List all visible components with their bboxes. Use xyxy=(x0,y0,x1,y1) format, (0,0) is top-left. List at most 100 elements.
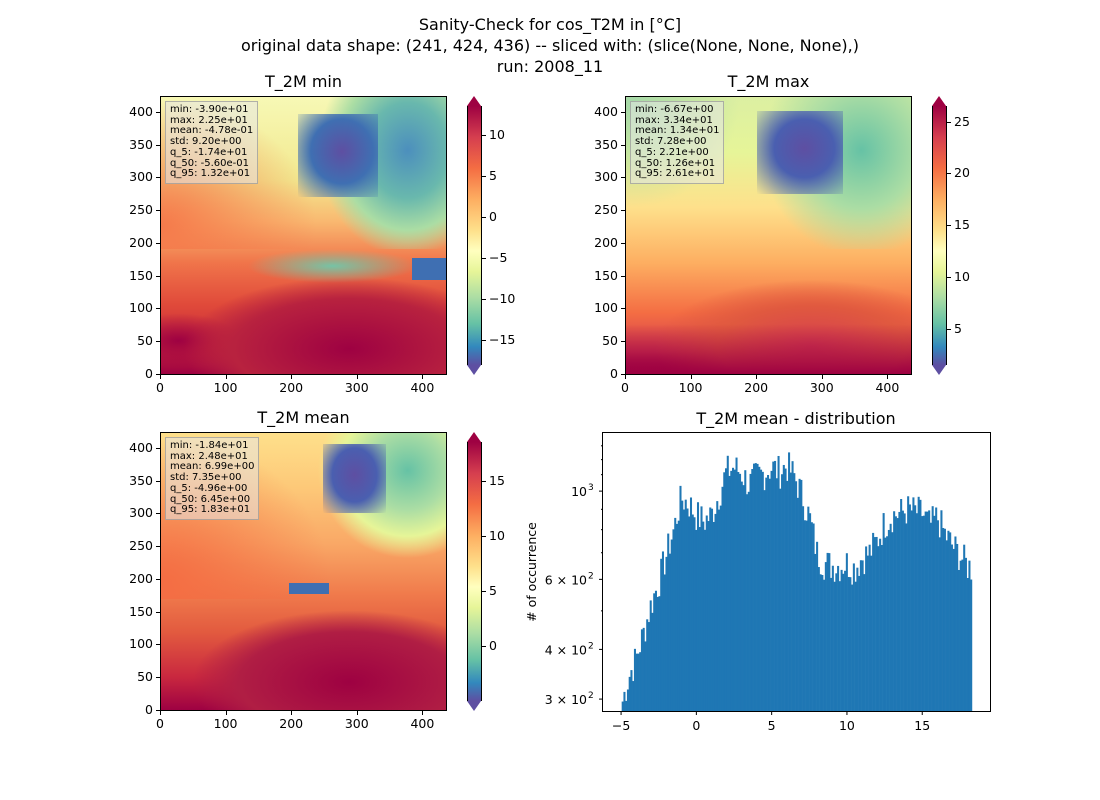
colorbar-tick-mark xyxy=(482,535,486,537)
histogram-bar xyxy=(723,472,726,711)
y-tick-label: 0 xyxy=(145,702,153,717)
map-min: min: -3.90e+01 max: 2.25e+01 mean: -4.78… xyxy=(160,96,447,375)
histogram-bar xyxy=(866,555,869,711)
stat-line: std: 7.35e+00 xyxy=(170,472,242,484)
histogram-bar xyxy=(739,473,742,711)
histogram-bar xyxy=(681,500,684,711)
histogram-bar xyxy=(880,544,883,711)
histogram-bar xyxy=(849,577,852,711)
x-tick-label: 10 xyxy=(839,718,855,733)
colorbar-tick-label: 5 xyxy=(489,167,497,183)
y-tick-label: 10 xyxy=(571,484,587,499)
histogram-bar xyxy=(819,574,822,711)
histogram-bar xyxy=(943,528,946,711)
histogram-bar xyxy=(749,473,752,711)
y-tick-label: 350 xyxy=(594,136,618,152)
colorbar-tick-label: 15 xyxy=(489,472,505,488)
histogram-bar xyxy=(654,590,657,711)
histogram-bar xyxy=(802,506,805,711)
colorbar-tick-label: 5 xyxy=(489,582,497,598)
stat-line: mean: 1.34e+01 xyxy=(635,125,720,137)
histogram-bar xyxy=(882,513,885,711)
histogram-bar xyxy=(795,481,798,711)
histogram-bar xyxy=(726,455,729,711)
histogram-bar xyxy=(728,475,731,711)
y-tick-label: 300 xyxy=(594,169,618,185)
x-tick-label: 100 xyxy=(678,380,703,395)
y-tick-label: 300 xyxy=(129,505,153,521)
x-tick-label: 300 xyxy=(344,716,369,731)
histogram-bars xyxy=(621,452,973,711)
histogram-bar xyxy=(796,497,799,711)
x-tick-label: 400 xyxy=(410,380,435,395)
histogram-bar xyxy=(767,474,770,711)
stat-line: min: -3.90e+01 xyxy=(170,104,249,115)
histogram-bar xyxy=(623,691,626,711)
histogram-bar xyxy=(865,546,868,711)
histogram-bar xyxy=(747,491,750,711)
histogram-bar xyxy=(886,536,889,711)
histogram-bar xyxy=(945,540,948,711)
colorbar-tick-mark xyxy=(482,340,486,342)
histogram-bar xyxy=(682,509,686,711)
histogram-bar xyxy=(868,544,871,711)
x-tick-label: 5 xyxy=(768,718,776,733)
y-tick-mark xyxy=(156,177,160,179)
y-tick-label: 250 xyxy=(594,202,618,218)
x-tick-label: 0 xyxy=(621,380,629,395)
histogram-bar xyxy=(924,511,927,711)
histogram-bar xyxy=(688,516,691,711)
histogram-bar xyxy=(732,467,735,711)
y-tick-label: 3 × 10 xyxy=(545,692,587,707)
colorbar-tick-mark xyxy=(947,121,951,123)
histogram-bar xyxy=(903,513,906,711)
histogram-bar xyxy=(733,469,736,711)
histogram-bar xyxy=(717,509,721,711)
x-tick-label: −5 xyxy=(612,718,630,733)
histogram-bar xyxy=(672,529,675,711)
histogram-bar xyxy=(724,468,728,711)
histogram-bar xyxy=(674,517,677,711)
stats-box-min: min: -3.90e+01 max: 2.25e+01 mean: -4.78… xyxy=(165,101,259,184)
histogram-bar xyxy=(894,516,897,711)
figure-title-line-3: run: 2008_11 xyxy=(496,57,604,76)
histogram-bar xyxy=(970,579,973,711)
histogram-bar xyxy=(677,520,680,711)
x-tick-mark xyxy=(356,711,358,715)
x-tick-label: 400 xyxy=(410,716,435,731)
histogram-bar xyxy=(837,565,840,711)
histogram-bar xyxy=(696,502,700,711)
histogram-bar xyxy=(700,506,703,711)
histogram-bar xyxy=(861,560,864,711)
histogram-bar xyxy=(684,499,687,711)
stat-line: q_50: 6.45e+00 xyxy=(170,493,251,505)
histogram-bar xyxy=(952,548,955,711)
stat-line: std: 9.20e+00 xyxy=(170,136,242,148)
histogram-bar xyxy=(670,539,673,711)
colorbar-tick-mark xyxy=(947,173,951,175)
colorbar-tick-mark xyxy=(947,225,951,227)
histogram-bar xyxy=(831,565,834,711)
y-tick-mark xyxy=(621,275,625,277)
histogram-bar xyxy=(744,470,747,711)
y-tick-mark xyxy=(156,710,160,711)
y-tick-mark xyxy=(156,611,160,613)
histogram-bar xyxy=(721,486,724,711)
map-mean: min: -1.84e+01 max: 2.48e+01 mean: 6.99e… xyxy=(160,432,447,711)
histogram-bar xyxy=(908,504,911,711)
histogram-bar xyxy=(730,470,733,711)
histogram-bar xyxy=(668,553,672,711)
histogram-bar xyxy=(889,523,892,711)
histogram-bar xyxy=(761,471,764,711)
y-tick-label: 100 xyxy=(129,300,153,316)
histogram-bar xyxy=(814,553,817,711)
histogram-bar xyxy=(966,577,969,711)
colorbar-mean xyxy=(467,432,482,711)
x-tick-label: 300 xyxy=(344,380,369,395)
histogram-bar xyxy=(702,521,705,711)
x-tick-mark xyxy=(756,375,758,379)
y-tick-exponent: 2 xyxy=(588,641,594,651)
histogram-bar xyxy=(957,569,960,711)
histogram-bar xyxy=(807,506,810,711)
x-tick-mark xyxy=(291,711,293,715)
